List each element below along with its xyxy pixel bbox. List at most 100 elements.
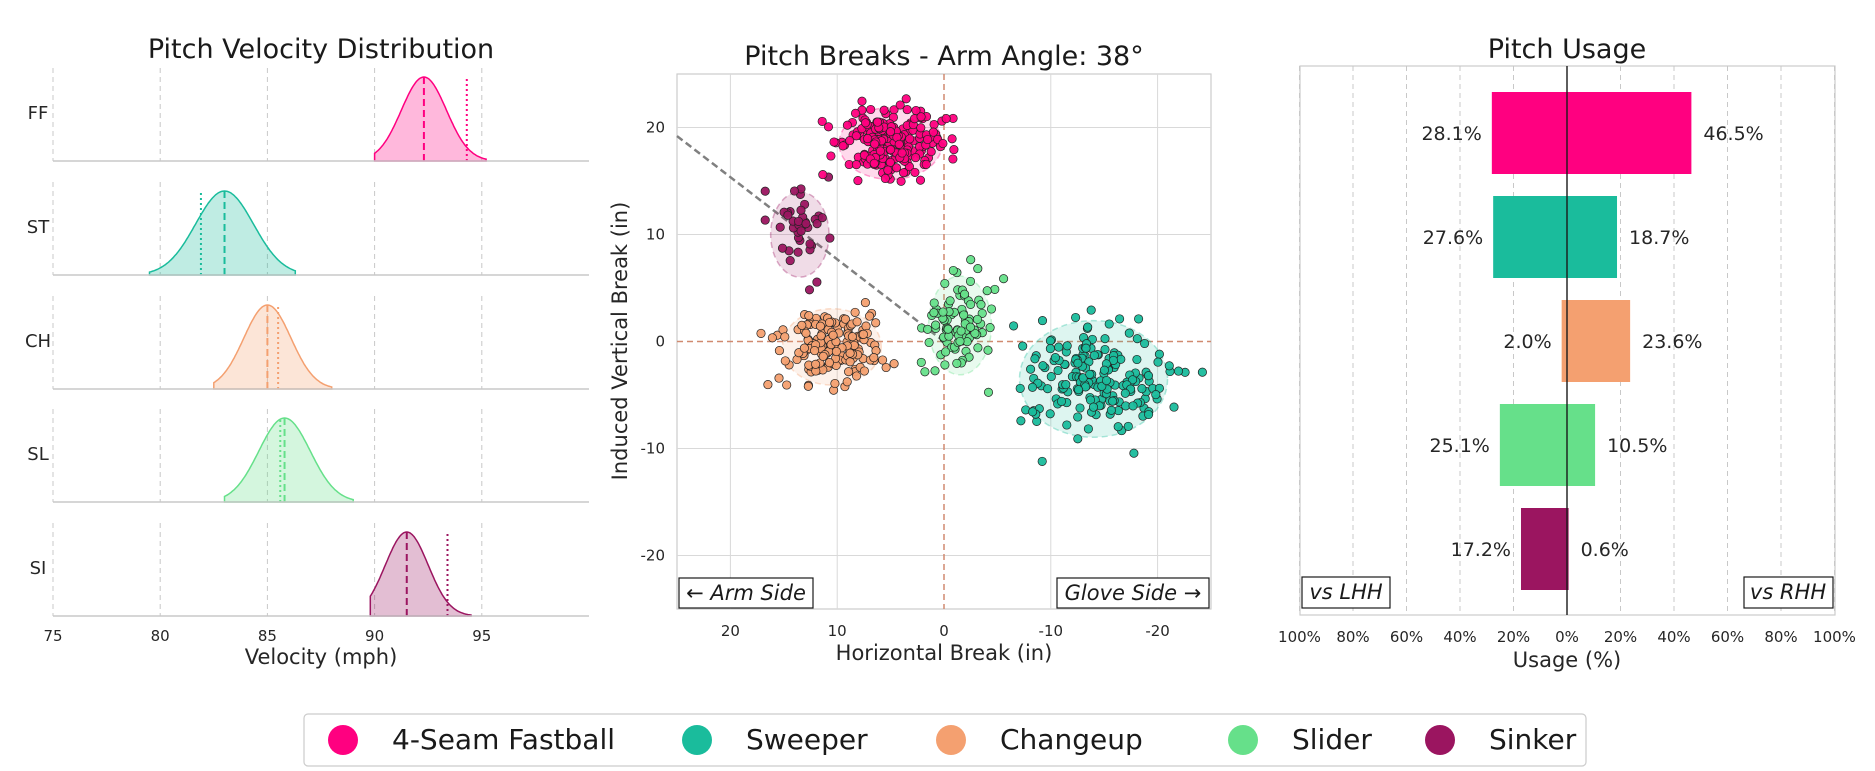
breaks-point-ff xyxy=(818,170,828,180)
velocity-tick-label: 90 xyxy=(365,627,384,645)
glove-side-annotation: Glove Side → xyxy=(1056,577,1210,609)
breaks-point-st xyxy=(1071,312,1081,323)
breaks-point-st xyxy=(1144,409,1154,420)
usage-tick-label: 40% xyxy=(1443,628,1476,646)
breaks-point-sl xyxy=(940,360,950,370)
breaks-point-st xyxy=(1075,403,1085,413)
breaks-point-st xyxy=(1073,434,1083,444)
breaks-point-sl xyxy=(943,324,953,334)
breaks-point-st xyxy=(1197,367,1207,377)
breaks-point-ch xyxy=(799,343,809,353)
breaks-point-st xyxy=(1089,350,1099,360)
legend-item-st: Sweeper xyxy=(682,723,868,756)
breaks-point-st xyxy=(1169,402,1179,412)
breaks-point-st xyxy=(1086,305,1096,315)
breaks-point-st xyxy=(1115,314,1125,324)
breaks-points xyxy=(756,94,1207,466)
arm-side-box xyxy=(678,577,814,609)
breaks-point-si xyxy=(793,247,803,257)
usage-tick-label: 40% xyxy=(1657,628,1690,646)
usage-tick-label: 100% xyxy=(1813,628,1856,646)
breaks-point-sl xyxy=(929,308,939,318)
velocity-row-st: ST xyxy=(27,190,589,276)
breaks-point-ch xyxy=(845,348,855,358)
usage-bar-rhh xyxy=(1567,508,1569,590)
usage-tick-label: 20% xyxy=(1497,628,1530,646)
breaks-point-ch xyxy=(756,328,766,338)
breaks-x-tick: 20 xyxy=(721,622,740,640)
breaks-point-st xyxy=(1164,361,1174,371)
usage-row-si: 17.2% 0.6% xyxy=(1451,508,1629,590)
breaks-point-sl xyxy=(929,298,939,308)
breaks-point-st xyxy=(1083,424,1093,434)
pitch-usage-panel: Pitch Usage 28.1% 46.5% 27.6% 18.7% 2.0% 23.6… xyxy=(1278,34,1856,672)
breaks-point-ff xyxy=(873,117,883,127)
breaks-point-sl xyxy=(982,286,992,296)
breaks-point-st xyxy=(1085,369,1095,379)
breaks-point-ch xyxy=(811,359,821,369)
breaks-point-st xyxy=(1128,375,1138,385)
breaks-point-ff xyxy=(869,158,879,168)
usage-label-rhh: 0.6% xyxy=(1581,539,1629,561)
breaks-point-ff xyxy=(829,137,839,147)
breaks-point-ff xyxy=(896,176,906,186)
breaks-point-sl xyxy=(983,345,993,355)
breaks-panel-title: Pitch Breaks - Arm Angle: 38° xyxy=(744,41,1143,72)
breaks-point-ff xyxy=(923,134,933,145)
usage-bar-rhh xyxy=(1567,92,1692,174)
breaks-point-sl xyxy=(976,300,986,310)
breaks-point-st xyxy=(1016,416,1026,426)
breaks-point-st xyxy=(1043,384,1053,394)
breaks-point-sl xyxy=(955,336,965,346)
legend-item-si: Sinker xyxy=(1425,723,1577,756)
breaks-point-si xyxy=(789,186,800,196)
usage-bar-lhh xyxy=(1493,196,1567,278)
breaks-point-ch xyxy=(860,298,870,308)
breaks-point-sl xyxy=(959,310,969,320)
usage-x-ticks: 100% 80% 60% 40% 20% 0% 20% 40% 60% 80% 100% xyxy=(1278,628,1856,646)
breaks-point-sl xyxy=(960,289,970,299)
breaks-point-si xyxy=(793,216,804,226)
usage-row-ch: 2.0% 23.6% xyxy=(1503,300,1702,382)
breaks-point-sl xyxy=(952,358,962,368)
breaks-point-ff xyxy=(949,145,959,155)
usage-bar-rhh xyxy=(1567,404,1596,486)
velocity-tick-label: 95 xyxy=(472,627,491,645)
breaks-point-ch xyxy=(825,317,835,328)
breaks-point-si xyxy=(812,277,822,287)
usage-bar-rhh xyxy=(1567,196,1618,278)
usage-tick-label: 80% xyxy=(1764,628,1797,646)
velocity-row-label: CH xyxy=(25,331,51,352)
breaks-point-ff xyxy=(870,139,880,149)
breaks-point-ff xyxy=(926,147,936,157)
velocity-row-sl: SL xyxy=(27,417,589,503)
breaks-point-ff xyxy=(901,94,911,104)
breaks-point-ch xyxy=(782,380,792,390)
usage-tick-label: 60% xyxy=(1390,628,1423,646)
breaks-point-st xyxy=(1027,382,1038,392)
breaks-point-ff xyxy=(928,127,938,137)
breaks-point-ff xyxy=(941,114,951,124)
legend-swatch xyxy=(936,725,966,755)
glove-side-label: Glove Side → xyxy=(1065,581,1202,605)
breaks-point-sl xyxy=(986,304,997,314)
breaks-x-tick: 10 xyxy=(828,622,847,640)
breaks-point-si xyxy=(783,210,793,220)
breaks-point-sl xyxy=(966,255,976,265)
breaks-point-si xyxy=(796,226,806,236)
breaks-point-ch xyxy=(828,330,838,340)
breaks-point-sl xyxy=(973,264,983,274)
usage-row-ff: 28.1% 46.5% xyxy=(1421,92,1764,174)
breaks-point-ch xyxy=(767,333,777,343)
breaks-point-ff xyxy=(817,116,827,126)
breaks-y-tick: -10 xyxy=(641,440,666,458)
arm-side-label: ← Arm Side xyxy=(686,581,806,605)
breaks-point-ch xyxy=(824,358,834,368)
velocity-tick-label: 80 xyxy=(151,627,170,645)
breaks-point-sl xyxy=(930,366,940,376)
glove-side-box xyxy=(1056,577,1210,609)
breaks-point-ch xyxy=(847,332,857,342)
breaks-point-st xyxy=(1030,354,1040,364)
breaks-y-tick: 10 xyxy=(646,226,665,244)
